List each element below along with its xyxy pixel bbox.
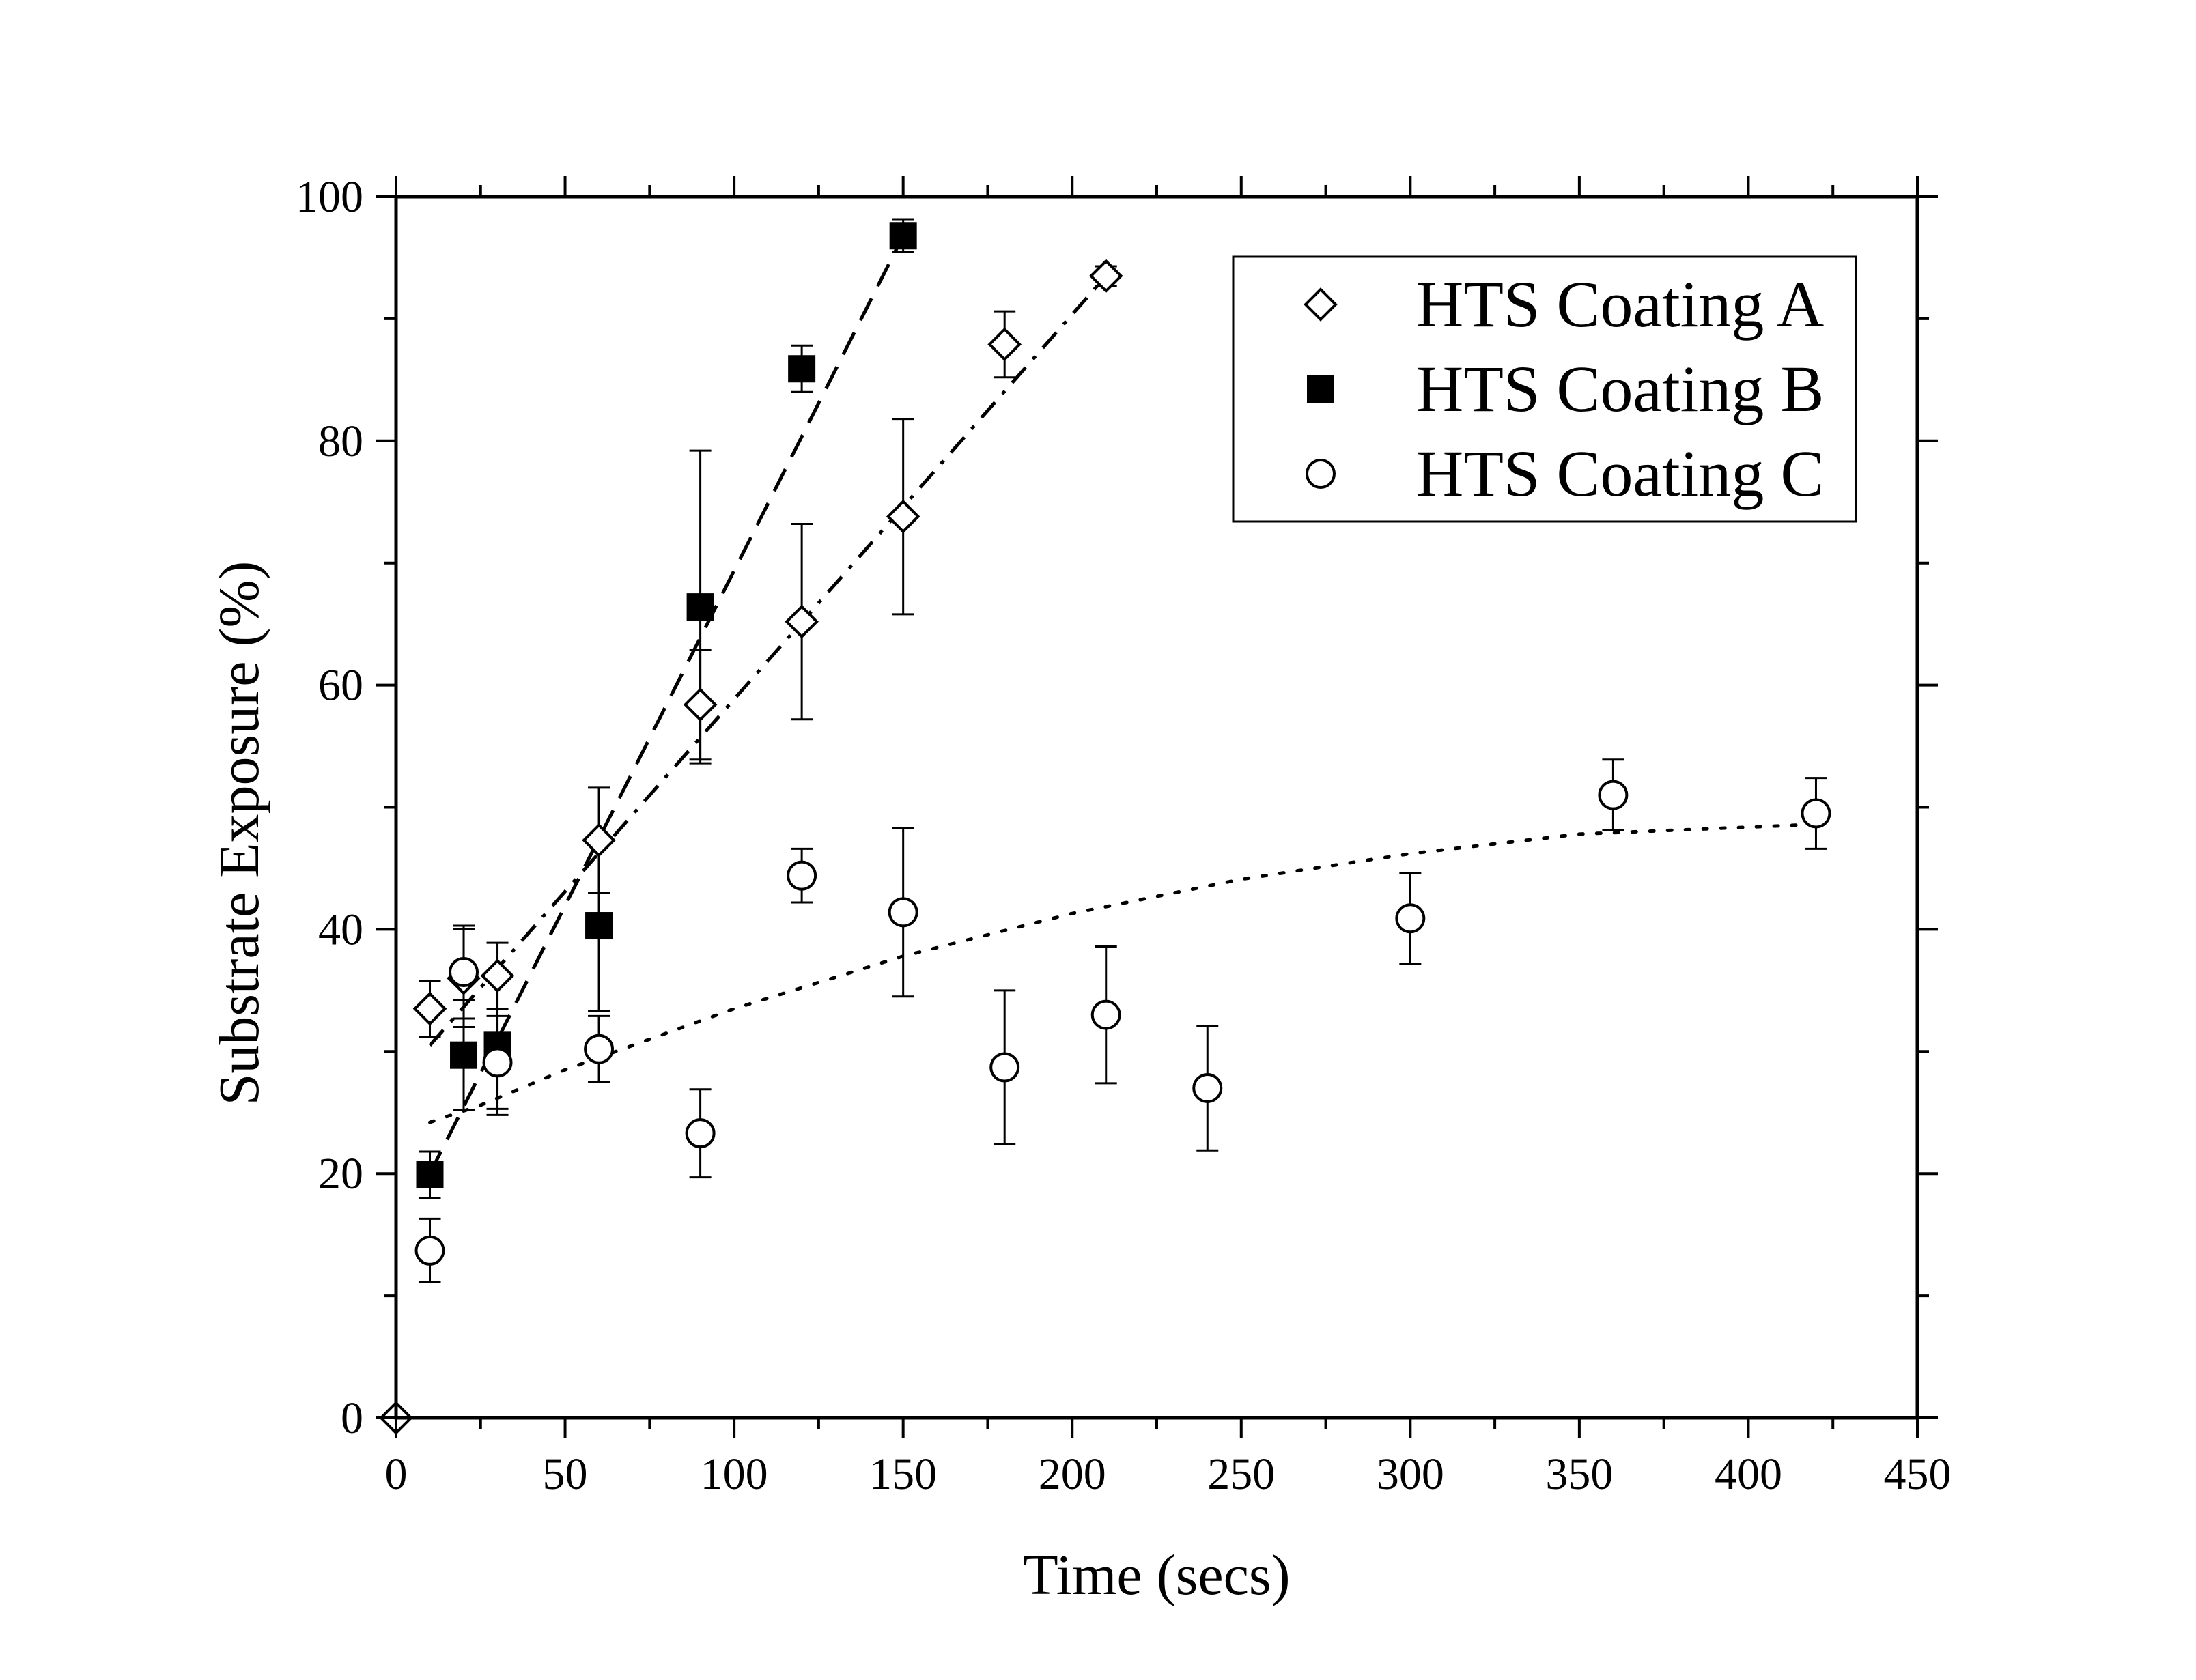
x-tick-label: 150 [869,1449,937,1499]
x-tick-label: 300 [1377,1449,1444,1499]
legend-marker [1306,459,1336,489]
data-point [1090,999,1121,1030]
data-point [414,1235,445,1266]
fit-line [428,823,1818,1124]
y-tick-label: 40 [318,905,363,954]
x-tick-label: 50 [543,1449,588,1499]
data-point [1598,780,1629,810]
axes: 0 50 100 150 200 250 300 350 400 450 0 20 40 60 80 100 [296,172,1952,1499]
data-point [989,1052,1020,1083]
x-axis-title: Time (secs) [1023,1543,1290,1607]
y-tick-label: 60 [318,661,363,711]
data-point [449,957,479,988]
y-tick-label: 100 [296,172,363,222]
fit-lines [428,235,1818,1175]
data-point [480,958,515,993]
data-point [785,604,819,639]
x-tick-label: 100 [701,1449,768,1499]
data-point [987,327,1022,362]
data-point [412,991,447,1026]
data-point [416,1161,444,1188]
data-point [788,355,816,383]
data-point [582,823,616,857]
x-tick-label: 450 [1884,1449,1952,1499]
data-point [1801,798,1831,829]
y-axis-title: Substrate Exposure (%) [208,561,271,1106]
y-tick-label: 80 [318,416,363,466]
y-tick-label: 0 [341,1393,363,1443]
data-point [889,222,917,250]
data-point [886,499,920,534]
x-tick-label: 0 [385,1449,408,1499]
data-point [1088,259,1123,294]
x-tick-label: 350 [1545,1449,1613,1499]
legend-marker [1307,375,1334,403]
data-point [686,593,714,621]
legend-marker [1304,287,1338,322]
data-point [584,1034,615,1064]
data-point [1192,1072,1223,1103]
fit-line [428,235,905,1175]
legend-label: HTS Coating C [1416,437,1824,510]
data-point [685,1118,716,1149]
data-point [585,912,613,940]
data-point [787,860,817,891]
x-tick-label: 200 [1039,1449,1106,1499]
fit-line [428,274,1108,1047]
legend-box [1232,255,1857,523]
data-point [482,1047,513,1078]
y-tick-label: 20 [318,1149,363,1199]
data-point [450,1041,478,1069]
data-point [683,687,718,722]
legend-label: HTS Coating A [1416,268,1824,341]
data-points [379,222,1831,1435]
legend-label: HTS Coating B [1416,352,1824,425]
data-point [1395,903,1426,934]
x-tick-label: 250 [1207,1449,1275,1499]
legend: HTS Coating A HTS Coating B HTS Coating C [1232,255,1857,523]
data-point [888,897,918,928]
x-tick-label: 400 [1715,1449,1782,1499]
